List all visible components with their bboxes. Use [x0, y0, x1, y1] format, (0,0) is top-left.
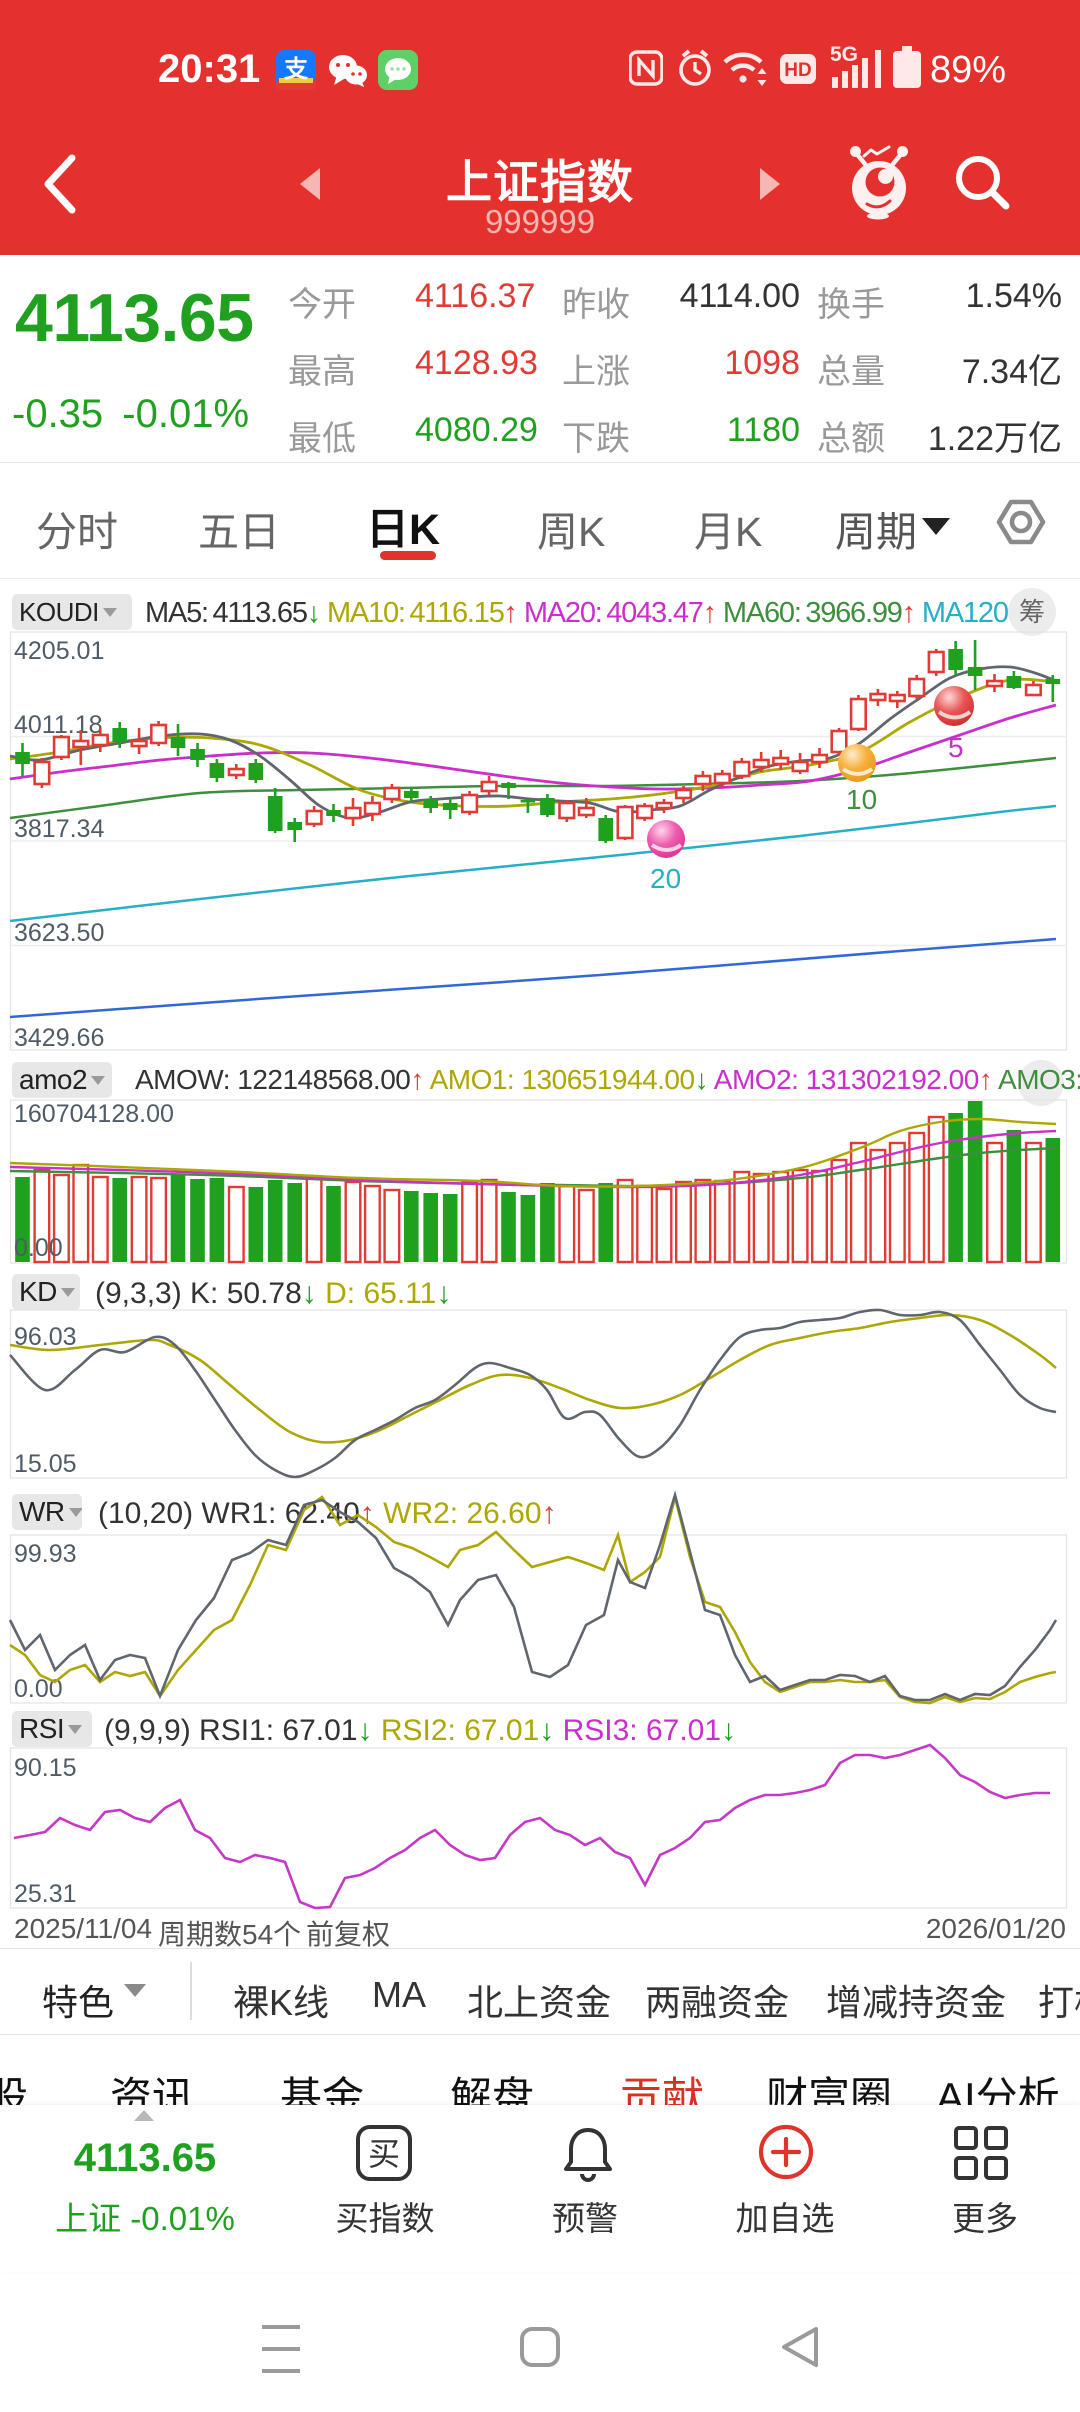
svg-text:4205.01: 4205.01 [14, 637, 104, 665]
svg-text:3623.50: 3623.50 [14, 919, 104, 947]
svg-text:15.05: 15.05 [14, 1450, 77, 1478]
svg-text:160704128.00: 160704128.00 [14, 1100, 174, 1128]
svg-text:10: 10 [846, 784, 877, 815]
svg-text:0.00: 0.00 [14, 1234, 63, 1262]
svg-text:4011.18: 4011.18 [14, 711, 103, 739]
svg-text:3817.34: 3817.34 [14, 815, 104, 843]
svg-text:25.31: 25.31 [14, 1880, 77, 1908]
svg-text:5G: 5G [830, 44, 858, 66]
svg-text:99.93: 99.93 [14, 1540, 77, 1568]
svg-text:买: 买 [368, 2136, 400, 2172]
svg-text:HD: HD [784, 60, 811, 81]
svg-text:0.00: 0.00 [14, 1675, 63, 1703]
svg-text:支: 支 [284, 56, 309, 83]
svg-text:90.15: 90.15 [14, 1754, 77, 1782]
svg-text:5: 5 [948, 732, 964, 763]
svg-text:20: 20 [650, 863, 681, 894]
svg-text:3429.66: 3429.66 [14, 1024, 104, 1052]
